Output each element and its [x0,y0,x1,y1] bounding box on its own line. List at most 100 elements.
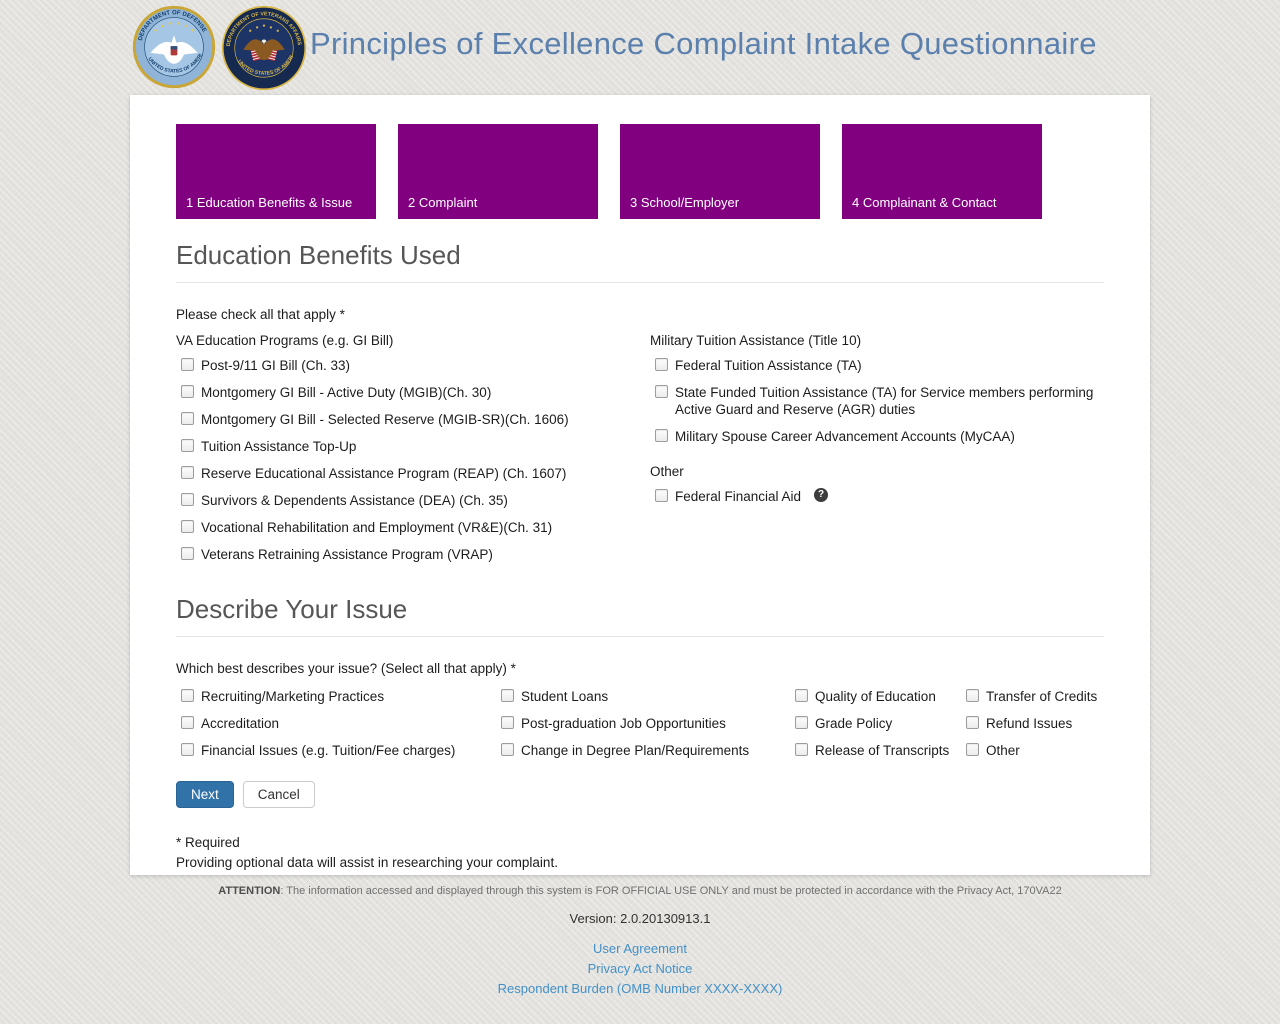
issue-column: Transfer of Credits Refund Issues Other [961,688,1104,769]
footer-link[interactable]: Privacy Act Notice [587,961,693,976]
checkbox-label: State Funded Tuition Assistance (TA) for… [675,385,1094,417]
checkbox-label: Financial Issues (e.g. Tuition/Fee charg… [201,743,456,758]
checkbox-row: Post-9/11 GI Bill (Ch. 33) [176,357,650,374]
checkbox-icon[interactable] [181,412,194,425]
checkbox-label: Transfer of Credits [986,689,1098,704]
checkbox-row: Post-graduation Job Opportunities [496,715,790,732]
wizard-tab[interactable]: 1 Education Benefits & Issue [176,124,376,219]
checkbox-row: Transfer of Credits [961,688,1104,705]
va-programs-group: VA Education Programs (e.g. GI Bill) Pos… [176,333,650,573]
next-button[interactable]: Next [176,781,234,808]
checkbox-icon[interactable] [655,358,668,371]
checkbox-icon[interactable] [795,716,808,729]
checkbox-icon[interactable] [966,743,979,756]
form-buttons: Next Cancel [176,781,1104,808]
issue-question: Which best describes your issue? (Select… [176,661,516,676]
checkbox-row: Survivors & Dependents Assistance (DEA) … [176,492,650,509]
checkbox-label: Reserve Educational Assistance Program (… [201,466,567,481]
checkbox-label: Montgomery GI Bill - Active Duty (MGIB)(… [201,385,492,400]
checkbox-icon[interactable] [501,716,514,729]
checkbox-row: Refund Issues [961,715,1104,732]
checkbox-row: State Funded Tuition Assistance (TA) for… [650,384,1104,418]
checkbox-row: Military Spouse Career Advancement Accou… [650,428,1104,445]
checkbox-icon[interactable] [966,689,979,702]
checkbox-icon[interactable] [181,547,194,560]
checkbox-icon[interactable] [181,466,194,479]
required-note: * Required [176,835,240,850]
military-ta-title: Military Tuition Assistance (Title 10) [650,333,862,348]
checkbox-row: Tuition Assistance Top-Up [176,438,650,455]
page-header: DEPARTMENT OF DEFENSE UNITED STATES OF A… [0,0,1280,95]
military-ta-options: Federal Tuition Assistance (TA) State Fu… [650,357,1104,445]
wizard-tab-label: 2 Complaint [408,195,478,210]
checkbox-row: Grade Policy [790,715,961,732]
form-card: 1 Education Benefits & Issue 2 Complaint… [130,95,1150,875]
other-title: Other [650,464,684,479]
wizard-tabs: 1 Education Benefits & Issue 2 Complaint… [176,124,1104,219]
checkbox-label: Tuition Assistance Top-Up [201,439,357,454]
wizard-tab-label: 3 School/Employer [630,195,740,210]
checkbox-icon[interactable] [501,689,514,702]
checkbox-row: Other [961,742,1104,759]
checkbox-label: Montgomery GI Bill - Selected Reserve (M… [201,412,569,427]
dod-seal-icon: DEPARTMENT OF DEFENSE UNITED STATES OF A… [132,5,216,89]
wizard-tab[interactable]: 2 Complaint [398,124,598,219]
checkbox-label: Recruiting/Marketing Practices [201,689,385,704]
checkbox-label: Accreditation [201,716,280,731]
checkbox-row: Veterans Retraining Assistance Program (… [176,546,650,563]
checkbox-icon[interactable] [181,385,194,398]
va-seal-icon: DEPARTMENT OF VETERANS AFFAIRS UNITED ST… [221,5,307,91]
checkbox-icon[interactable] [181,716,194,729]
checkbox-row: Change in Degree Plan/Requirements [496,742,790,759]
checkbox-label: Grade Policy [815,716,893,731]
checkbox-icon[interactable] [655,489,668,502]
va-programs-title: VA Education Programs (e.g. GI Bill) [176,333,394,348]
checkbox-icon[interactable] [181,358,194,371]
checkbox-icon[interactable] [501,743,514,756]
checkbox-icon[interactable] [795,689,808,702]
checkbox-icon[interactable] [181,439,194,452]
version-text: Version: 2.0.20130913.1 [569,911,711,926]
checkbox-label: Federal Tuition Assistance (TA) [675,358,862,373]
footer-link[interactable]: Respondent Burden (OMB Number XXXX-XXXX) [497,981,783,996]
attention-text: : The information accessed and displayed… [280,885,1062,897]
issue-column: Student Loans Post-graduation Job Opport… [496,688,790,769]
checkbox-row: Federal Financial Aid ? [650,488,1104,505]
checkbox-row: Financial Issues (e.g. Tuition/Fee charg… [176,742,496,759]
describe-issue-heading: Describe Your Issue [176,594,1104,637]
checkbox-label: Refund Issues [986,716,1073,731]
military-ta-group: Military Tuition Assistance (Title 10) F… [650,333,1104,573]
benefits-columns: VA Education Programs (e.g. GI Bill) Pos… [176,333,1104,573]
attention-notice: ATTENTION: The information accessed and … [0,885,1280,897]
wizard-tab[interactable]: 3 School/Employer [620,124,820,219]
wizard-tab[interactable]: 4 Complainant & Contact [842,124,1042,219]
form-notes: * Required Providing optional data will … [176,833,1104,873]
education-benefits-heading: Education Benefits Used [176,240,1104,283]
cancel-button[interactable]: Cancel [242,781,315,808]
footer-link[interactable]: User Agreement [593,941,687,956]
checkbox-label: Military Spouse Career Advancement Accou… [675,429,1015,444]
checkbox-icon[interactable] [181,689,194,702]
checkbox-icon[interactable] [966,716,979,729]
checkbox-label: Survivors & Dependents Assistance (DEA) … [201,493,508,508]
wizard-tab-label: 4 Complainant & Contact [852,195,997,210]
checkbox-icon[interactable] [655,385,668,398]
checkbox-row: Quality of Education [790,688,961,705]
checkbox-label: Post-graduation Job Opportunities [521,716,726,731]
checkbox-icon[interactable] [655,429,668,442]
checkbox-row: Vocational Rehabilitation and Employment… [176,519,650,536]
checkbox-icon[interactable] [181,743,194,756]
benefits-instruction: Please check all that apply * [176,307,345,322]
checkbox-row: Montgomery GI Bill - Active Duty (MGIB)(… [176,384,650,401]
checkbox-icon[interactable] [181,493,194,506]
checkbox-icon[interactable] [181,520,194,533]
page-footer: ATTENTION: The information accessed and … [0,885,1280,999]
checkbox-row: Accreditation [176,715,496,732]
checkbox-row: Recruiting/Marketing Practices [176,688,496,705]
checkbox-label: Other [986,743,1020,758]
checkbox-icon[interactable] [795,743,808,756]
optional-note: Providing optional data will assist in r… [176,855,558,870]
checkbox-row: Student Loans [496,688,790,705]
help-question-icon[interactable]: ? [814,488,829,502]
checkbox-label: Release of Transcripts [815,743,950,758]
